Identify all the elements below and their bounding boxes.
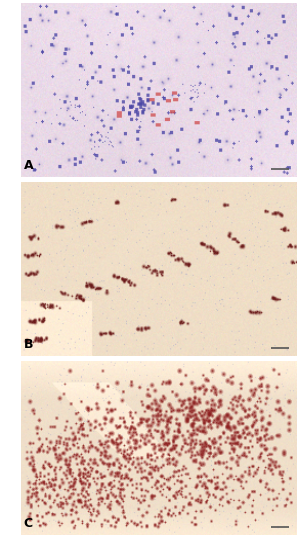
Text: C: C	[24, 517, 33, 530]
Text: A: A	[24, 159, 33, 172]
Text: B: B	[24, 338, 33, 351]
